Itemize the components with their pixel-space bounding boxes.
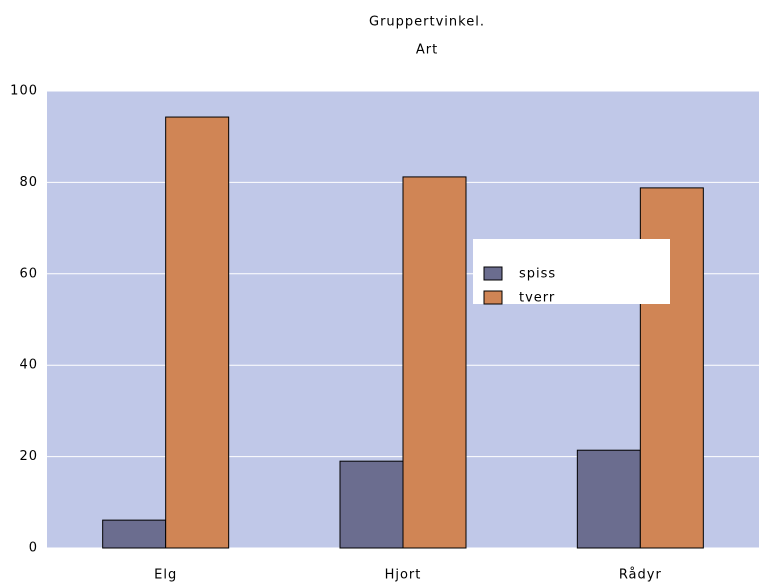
x-tick-label: Elg xyxy=(154,568,177,583)
legend-swatch xyxy=(483,290,503,305)
chart-title: Gruppertvinkel. xyxy=(369,15,485,30)
chart-subtitle: Art xyxy=(416,43,438,58)
y-tick-label: 20 xyxy=(19,449,38,464)
bar xyxy=(102,519,167,549)
y-tick-label: 80 xyxy=(19,175,38,190)
bar xyxy=(165,116,230,549)
y-tick-label: 60 xyxy=(19,266,38,281)
x-tick-label: Hjort xyxy=(385,568,422,583)
legend-label: tverr xyxy=(519,291,555,306)
legend-swatch xyxy=(483,266,503,281)
y-tick-label: 0 xyxy=(29,541,38,556)
bar xyxy=(576,449,641,549)
y-tick-label: 40 xyxy=(19,358,38,373)
y-tick-label: 100 xyxy=(10,84,38,99)
x-tick-label: Rådyr xyxy=(619,568,662,583)
bar xyxy=(339,460,404,549)
bar xyxy=(402,176,467,549)
legend-label: spiss xyxy=(519,267,556,282)
legend-box xyxy=(473,239,670,304)
